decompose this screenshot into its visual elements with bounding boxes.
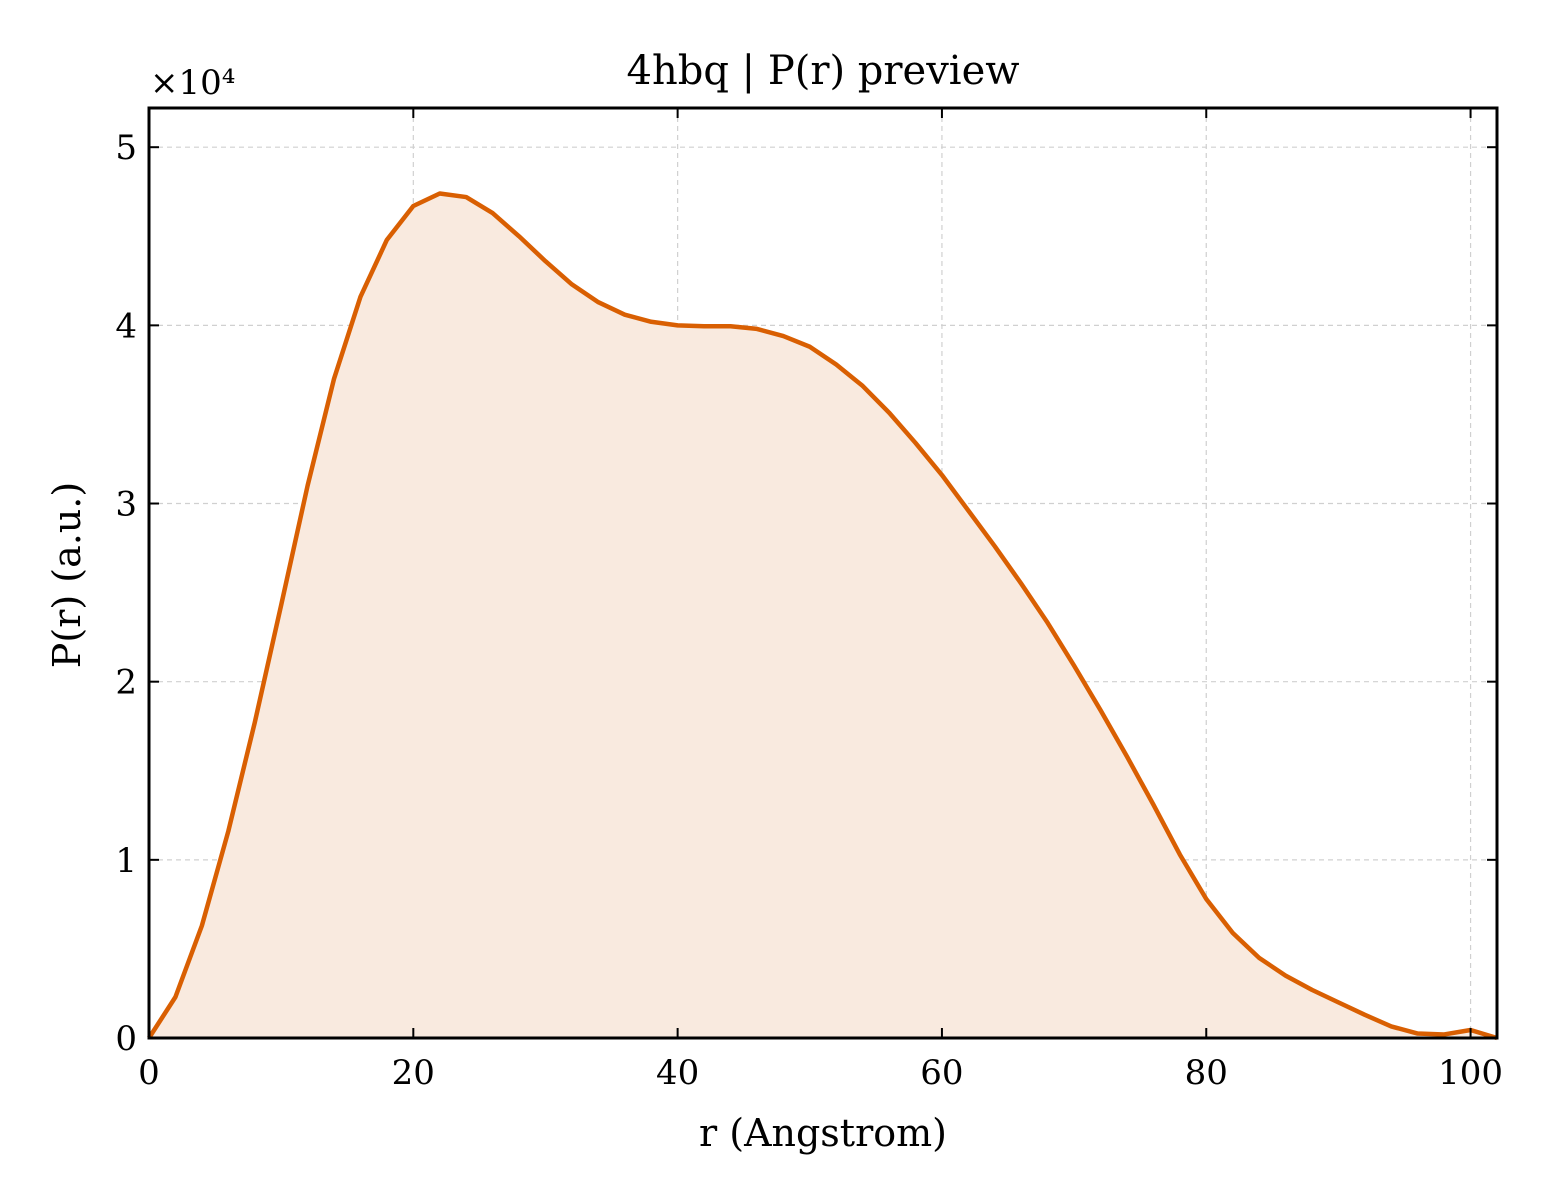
y-tick-label: 2 [115,663,137,703]
plot-frame [147,106,1499,1040]
x-tick-label: 80 [1185,1053,1228,1093]
pr-series-line [147,191,1498,1041]
y-tick-label: 3 [115,485,137,525]
y-multiplier-label: ×10⁴ [150,63,235,103]
chart-title: 4hbq | P(r) preview [627,48,1020,94]
x-tick-label: 0 [138,1053,160,1093]
x-tick-label: 100 [1438,1053,1503,1093]
ticks: 0 20 40 60 80 100 0 1 2 3 4 5 [115,108,1503,1093]
pr-area-fill [149,193,1497,1038]
y-tick-label: 0 [115,1019,137,1059]
y-tick-label: 1 [115,841,137,881]
y-tick-label: 5 [115,128,137,168]
x-tick-label: 40 [656,1053,699,1093]
x-axis-label: r (Angstrom) [699,1111,947,1155]
x-tick-label: 20 [392,1053,435,1093]
y-tick-label: 4 [115,306,137,346]
x-tick-label: 60 [920,1053,963,1093]
y-axis-label: P(r) (a.u.) [45,482,89,668]
